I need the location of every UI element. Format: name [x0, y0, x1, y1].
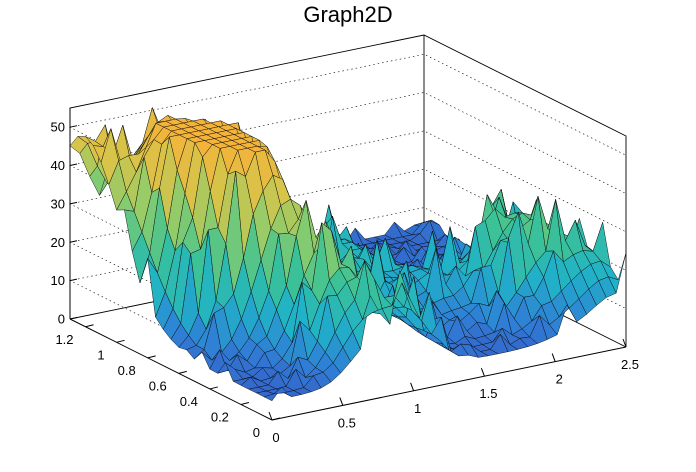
z-tick [69, 278, 78, 282]
y-tick-label: 0.6 [149, 378, 167, 393]
y-tick-label: 0.8 [118, 363, 136, 378]
z-tick-label: 10 [51, 273, 65, 288]
y-tick-label: 1.2 [55, 332, 73, 347]
z-tick-label: 20 [51, 235, 65, 250]
x-tick [551, 353, 556, 362]
y-tick [209, 386, 218, 390]
y-tick [271, 417, 281, 421]
surface-mesh [69, 106, 627, 402]
y-tick [147, 355, 156, 359]
z-tick-label: 50 [51, 120, 65, 135]
z-tick [69, 163, 78, 167]
y-tick [116, 339, 125, 343]
x-axis-line [271, 346, 627, 421]
x-tick-label: 1 [414, 401, 421, 416]
x-tick [410, 382, 415, 391]
x-tick-label: 1.5 [479, 386, 497, 401]
x-tick [268, 411, 273, 421]
z-tick-label: 30 [51, 196, 65, 211]
x-tick-label: 2.5 [621, 357, 639, 372]
chart-title: Graph2D [303, 2, 392, 27]
y-axis-line [69, 318, 273, 421]
y-tick [240, 401, 250, 405]
front-axes [69, 108, 627, 421]
x-tick-label: 0 [272, 430, 279, 445]
z-tick [69, 240, 78, 243]
y-tick-label: 0.4 [180, 394, 198, 409]
x-tick-label: 2 [556, 372, 563, 387]
x-tick [480, 368, 485, 377]
y-tick-label: 0 [253, 425, 260, 440]
tick-labels: 0 10 20 30 40 50 0 0.5 1 1.5 2 2.5 0 0.2 0.4 0.6 0.8 1 1.2 [51, 120, 640, 445]
z-tick [69, 201, 78, 205]
surface-cell [607, 252, 627, 294]
z-tick-label: 0 [58, 312, 65, 327]
x-tick [339, 397, 344, 406]
y-tick [85, 324, 94, 328]
x-tick-label: 0.5 [338, 415, 356, 430]
z-tick-label: 40 [51, 158, 65, 173]
y-tick-label: 1 [97, 347, 104, 362]
z-tick [69, 317, 78, 320]
z-tick [69, 125, 78, 128]
y-tick-label: 0.2 [211, 409, 229, 424]
y-tick [178, 370, 187, 374]
x-tick [622, 338, 627, 348]
